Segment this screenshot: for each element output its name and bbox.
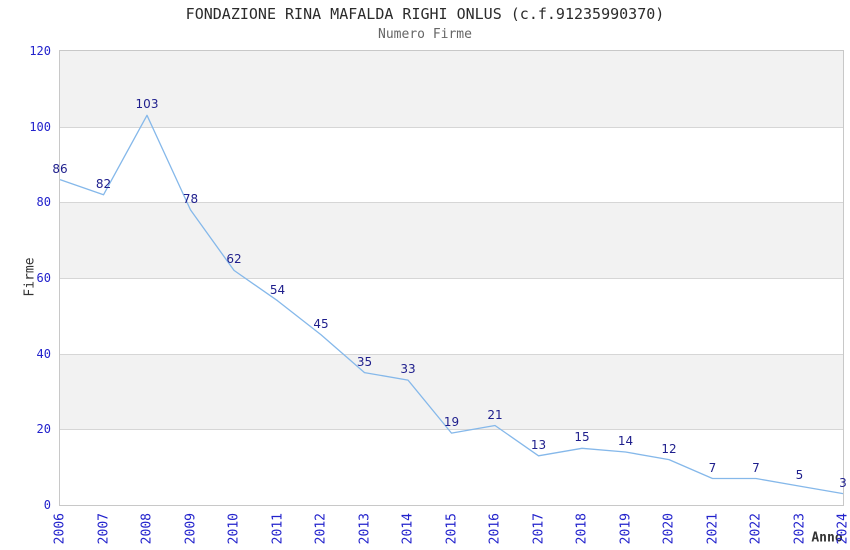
x-tick-label: 2023 bbox=[792, 513, 807, 545]
line-series bbox=[59, 114, 844, 495]
data-point-label: 5 bbox=[795, 468, 804, 483]
y-tick-label: 100 bbox=[29, 119, 51, 134]
data-point-label: 3 bbox=[839, 475, 847, 490]
data-point-label: 78 bbox=[182, 191, 199, 206]
x-tick-label: 2018 bbox=[574, 513, 590, 545]
x-tick-label: 2017 bbox=[531, 513, 546, 545]
y-tick-label: 0 bbox=[43, 498, 51, 512]
plot-band bbox=[60, 353, 843, 430]
plot-band bbox=[60, 202, 843, 278]
gridline bbox=[60, 429, 843, 431]
x-axis-title: Anno bbox=[811, 530, 843, 546]
x-tick-label: 2006 bbox=[52, 513, 68, 545]
data-point-label: 62 bbox=[226, 252, 242, 267]
data-point-label: 7 bbox=[752, 460, 760, 475]
data-point-label: 13 bbox=[530, 437, 547, 452]
x-tick-label: 2021 bbox=[705, 513, 720, 545]
plot-area: 86 82 103 78 62 54 45 35 33 19 21 13 15 14 12 7 7 5 3 bbox=[52, 50, 847, 506]
gridline bbox=[60, 278, 843, 279]
gridline bbox=[60, 353, 843, 355]
data-point-label: 82 bbox=[95, 176, 112, 191]
data-point-label: 45 bbox=[313, 316, 329, 331]
x-tick-label: 2013 bbox=[357, 513, 372, 545]
x-tick-label: 2010 bbox=[226, 513, 242, 545]
data-point-label: 33 bbox=[400, 362, 416, 377]
plot-band bbox=[60, 126, 843, 203]
plot-band bbox=[60, 429, 843, 505]
y-tick-label: 80 bbox=[36, 195, 51, 210]
chart-title: FONDAZIONE RINA MAFALDA RIGHI ONLUS (c.f… bbox=[185, 5, 665, 23]
data-point-label: 21 bbox=[487, 407, 503, 422]
gridline bbox=[60, 202, 843, 204]
gridline bbox=[60, 126, 843, 128]
chart-subtitle: Numero Firme bbox=[378, 27, 472, 42]
x-tick-label: 2022 bbox=[748, 513, 764, 545]
series-polyline bbox=[59, 114, 844, 495]
x-tick-label: 2020 bbox=[661, 513, 677, 545]
x-tick-label: 2015 bbox=[444, 513, 459, 545]
x-tick-label: 2024 bbox=[835, 513, 850, 545]
data-point-label: 19 bbox=[443, 415, 460, 430]
plot-band bbox=[60, 278, 843, 354]
x-tick-label: 2007 bbox=[96, 513, 111, 545]
data-point-label: 35 bbox=[356, 354, 373, 369]
x-tick-label: 2011 bbox=[270, 513, 285, 545]
data-point-label: 15 bbox=[574, 430, 590, 445]
x-tick-label: 2009 bbox=[183, 513, 198, 545]
data-point-label: 14 bbox=[617, 434, 634, 449]
x-tick-label: 2012 bbox=[313, 513, 329, 545]
y-tick-label: 60 bbox=[36, 271, 51, 285]
data-point-label: 7 bbox=[708, 460, 717, 475]
data-point-label: 12 bbox=[661, 441, 677, 456]
y-tick-label: 40 bbox=[36, 346, 51, 361]
plot-band bbox=[60, 51, 843, 127]
x-tick-label: 2008 bbox=[139, 513, 155, 545]
y-tick-label: 20 bbox=[36, 422, 51, 437]
x-tick-label: 2019 bbox=[618, 513, 633, 545]
data-point-label: 103 bbox=[135, 97, 159, 112]
y-tick-label: 120 bbox=[29, 44, 51, 58]
x-tick-label: 2014 bbox=[400, 513, 416, 545]
data-point-label: 86 bbox=[52, 161, 68, 176]
x-tick-label: 2016 bbox=[487, 513, 503, 545]
data-point-label: 54 bbox=[269, 282, 286, 297]
